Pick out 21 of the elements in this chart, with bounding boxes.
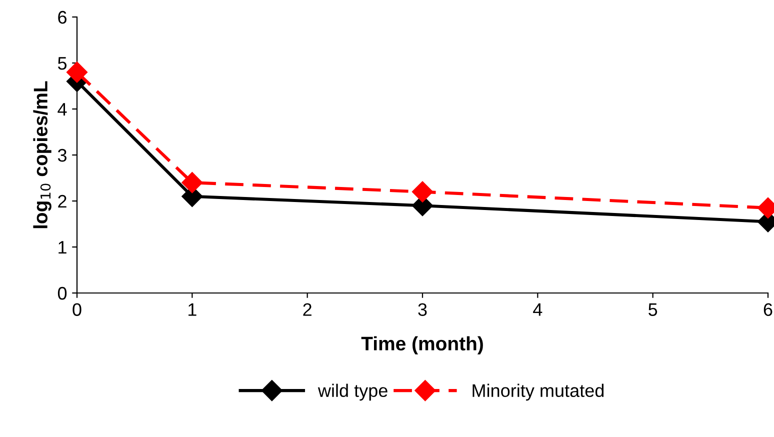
y-tick-label: 5 [58, 57, 67, 70]
y-tick-label: 2 [58, 194, 66, 208]
x-tick-label: 5 [648, 303, 658, 316]
y-tick-label: 4 [58, 103, 67, 116]
y-tick-label: 0 [58, 286, 67, 300]
x-tick-label: 1 [188, 303, 196, 316]
y-tick-label: 3 [58, 148, 66, 162]
x-tick-label: 0 [72, 303, 82, 316]
x-tick-label: 4 [533, 303, 542, 316]
legend-label: Minority mutated [472, 384, 604, 401]
x-tick-label: 3 [418, 303, 427, 316]
point [182, 172, 203, 194]
x-tick-label: 2 [303, 303, 312, 316]
x-axis-title: Time (month) [361, 336, 483, 354]
point [412, 181, 434, 202]
y-tick-label: 6 [58, 10, 66, 24]
y-tick-label: 1 [58, 241, 66, 254]
legend-label: wild type [318, 384, 388, 401]
point [66, 62, 88, 83]
y-axis-title: log$_{10}$ copies/mL [33, 81, 52, 228]
x-tick-label: 6 [764, 303, 772, 316]
